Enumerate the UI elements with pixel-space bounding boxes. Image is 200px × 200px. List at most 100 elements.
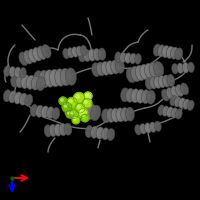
Ellipse shape — [106, 61, 115, 75]
Ellipse shape — [121, 88, 129, 102]
Circle shape — [59, 97, 67, 105]
Ellipse shape — [102, 109, 110, 123]
Ellipse shape — [44, 125, 52, 137]
Ellipse shape — [158, 45, 165, 57]
Ellipse shape — [111, 60, 120, 74]
Ellipse shape — [41, 106, 49, 118]
Ellipse shape — [23, 50, 33, 64]
Ellipse shape — [126, 67, 136, 83]
Circle shape — [81, 114, 89, 122]
Ellipse shape — [187, 100, 194, 110]
Ellipse shape — [28, 49, 37, 63]
Ellipse shape — [135, 54, 141, 64]
Ellipse shape — [175, 48, 183, 60]
Ellipse shape — [141, 90, 150, 104]
Ellipse shape — [19, 93, 27, 105]
Ellipse shape — [64, 123, 72, 135]
Ellipse shape — [4, 66, 10, 77]
Ellipse shape — [179, 98, 185, 108]
Ellipse shape — [115, 52, 121, 62]
Ellipse shape — [85, 125, 93, 138]
Ellipse shape — [166, 88, 174, 99]
Circle shape — [70, 110, 78, 118]
Ellipse shape — [54, 124, 62, 136]
Ellipse shape — [26, 75, 35, 89]
Ellipse shape — [88, 49, 96, 61]
Ellipse shape — [145, 123, 151, 133]
Ellipse shape — [72, 47, 78, 57]
Ellipse shape — [91, 105, 101, 121]
Ellipse shape — [144, 63, 155, 79]
Ellipse shape — [115, 59, 124, 73]
Ellipse shape — [183, 99, 190, 109]
Ellipse shape — [166, 46, 174, 58]
Ellipse shape — [59, 123, 67, 136]
Ellipse shape — [140, 124, 146, 134]
Ellipse shape — [121, 108, 130, 121]
Ellipse shape — [131, 89, 140, 103]
Ellipse shape — [154, 61, 164, 77]
Ellipse shape — [136, 89, 145, 103]
Ellipse shape — [78, 50, 86, 62]
Ellipse shape — [106, 109, 115, 122]
Ellipse shape — [9, 91, 17, 103]
Ellipse shape — [55, 69, 66, 86]
Circle shape — [78, 108, 88, 117]
Ellipse shape — [60, 68, 71, 86]
Ellipse shape — [145, 77, 153, 90]
Ellipse shape — [98, 48, 106, 60]
Ellipse shape — [96, 127, 104, 139]
Ellipse shape — [149, 62, 159, 78]
Ellipse shape — [63, 99, 73, 115]
Ellipse shape — [19, 52, 28, 66]
Ellipse shape — [67, 48, 74, 58]
Ellipse shape — [39, 70, 50, 88]
Ellipse shape — [180, 83, 189, 95]
Ellipse shape — [153, 44, 161, 56]
Ellipse shape — [135, 65, 146, 81]
Ellipse shape — [162, 46, 170, 58]
Ellipse shape — [102, 128, 109, 140]
Ellipse shape — [93, 48, 101, 61]
Ellipse shape — [177, 63, 184, 73]
Ellipse shape — [33, 47, 42, 61]
Ellipse shape — [36, 105, 43, 117]
Ellipse shape — [76, 46, 83, 56]
Ellipse shape — [167, 74, 175, 87]
Circle shape — [84, 92, 92, 100]
Ellipse shape — [125, 53, 131, 63]
Circle shape — [77, 105, 80, 108]
Ellipse shape — [171, 86, 179, 98]
Ellipse shape — [52, 107, 60, 120]
Circle shape — [68, 112, 70, 114]
Ellipse shape — [91, 126, 98, 138]
Ellipse shape — [167, 107, 173, 117]
Circle shape — [86, 94, 88, 96]
Circle shape — [74, 118, 76, 120]
Ellipse shape — [170, 96, 177, 106]
Ellipse shape — [182, 63, 189, 73]
Circle shape — [66, 110, 74, 118]
Ellipse shape — [174, 97, 181, 107]
Ellipse shape — [72, 101, 83, 117]
Ellipse shape — [154, 76, 162, 88]
Circle shape — [82, 98, 92, 108]
Ellipse shape — [175, 109, 182, 119]
Ellipse shape — [158, 105, 165, 115]
Ellipse shape — [14, 67, 21, 77]
Ellipse shape — [44, 70, 55, 87]
Ellipse shape — [80, 45, 87, 56]
Circle shape — [80, 110, 83, 113]
Ellipse shape — [68, 100, 78, 116]
Ellipse shape — [171, 108, 178, 118]
Circle shape — [69, 100, 72, 103]
Ellipse shape — [16, 74, 25, 88]
Ellipse shape — [31, 76, 40, 90]
Ellipse shape — [9, 67, 16, 77]
Ellipse shape — [172, 63, 178, 74]
Ellipse shape — [47, 107, 54, 119]
Ellipse shape — [34, 71, 45, 88]
Ellipse shape — [83, 49, 91, 62]
Circle shape — [75, 103, 85, 113]
Ellipse shape — [111, 108, 120, 122]
